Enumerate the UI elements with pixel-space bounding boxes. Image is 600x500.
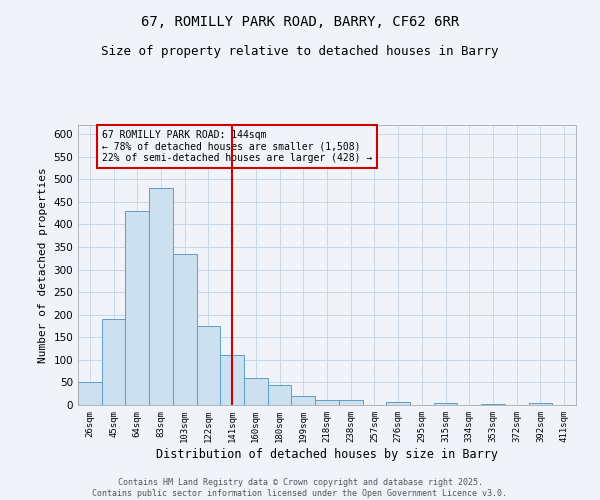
- Bar: [315, 400, 339, 405]
- Bar: [149, 188, 173, 405]
- Text: 67 ROMILLY PARK ROAD: 144sqm
← 78% of detached houses are smaller (1,508)
22% of: 67 ROMILLY PARK ROAD: 144sqm ← 78% of de…: [102, 130, 373, 162]
- Bar: [481, 404, 505, 405]
- Bar: [434, 402, 457, 405]
- Bar: [125, 211, 149, 405]
- Bar: [244, 378, 268, 405]
- Bar: [339, 400, 362, 405]
- Bar: [102, 319, 125, 405]
- Text: 67, ROMILLY PARK ROAD, BARRY, CF62 6RR: 67, ROMILLY PARK ROAD, BARRY, CF62 6RR: [141, 15, 459, 29]
- Bar: [220, 356, 244, 405]
- X-axis label: Distribution of detached houses by size in Barry: Distribution of detached houses by size …: [156, 448, 498, 460]
- Text: Contains HM Land Registry data © Crown copyright and database right 2025.
Contai: Contains HM Land Registry data © Crown c…: [92, 478, 508, 498]
- Bar: [529, 403, 552, 405]
- Bar: [197, 326, 220, 405]
- Bar: [173, 254, 197, 405]
- Y-axis label: Number of detached properties: Number of detached properties: [38, 167, 48, 363]
- Bar: [268, 384, 292, 405]
- Text: Size of property relative to detached houses in Barry: Size of property relative to detached ho…: [101, 45, 499, 58]
- Bar: [78, 382, 102, 405]
- Bar: [292, 396, 315, 405]
- Bar: [386, 402, 410, 405]
